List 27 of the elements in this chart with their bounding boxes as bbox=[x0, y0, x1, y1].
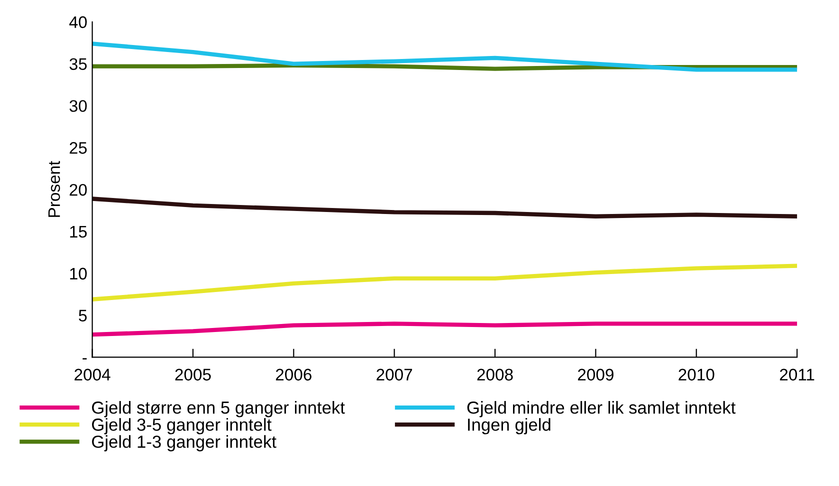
y-tick-label: 30 bbox=[70, 100, 87, 112]
line-series bbox=[92, 322, 798, 337]
legend-label: Ingen gjeld bbox=[468, 418, 550, 434]
y-axis-title: Prosent bbox=[48, 160, 60, 217]
legend-label: Gjeld 1-3 ganger inntekt bbox=[92, 435, 276, 452]
line-series bbox=[92, 264, 798, 302]
y-tick-label: 5 bbox=[78, 310, 87, 322]
x-tick-label: 2011 bbox=[780, 368, 814, 381]
y-tick-label: 15 bbox=[70, 226, 87, 238]
x-tick-label: 2004 bbox=[74, 368, 110, 381]
y-tick-label: - bbox=[82, 358, 87, 360]
x-tick-label: 2006 bbox=[276, 368, 312, 381]
y-tick-label: 40 bbox=[69, 16, 87, 28]
y-tick-label: 25 bbox=[70, 142, 87, 154]
y-tick-label: 20 bbox=[70, 184, 87, 196]
legend-label: Gjeld større enn 5 ganger inntekt bbox=[92, 401, 345, 418]
x-tick-label: 2005 bbox=[175, 368, 211, 381]
line-series bbox=[92, 42, 798, 72]
x-tick-label: 2008 bbox=[477, 368, 513, 381]
legend-label: Gjeld mindre eller lik samlet inntekt bbox=[467, 401, 736, 418]
x-tick-label: 2007 bbox=[376, 368, 412, 381]
x-tick-label: 2009 bbox=[578, 368, 614, 381]
x-tick-label: 2010 bbox=[678, 368, 714, 381]
y-tick-label: 35 bbox=[70, 58, 87, 70]
legend-label: Gjeld 3-5 ganger inntelt bbox=[92, 418, 272, 434]
y-tick-label: 10 bbox=[70, 268, 87, 280]
line-series bbox=[92, 196, 798, 218]
